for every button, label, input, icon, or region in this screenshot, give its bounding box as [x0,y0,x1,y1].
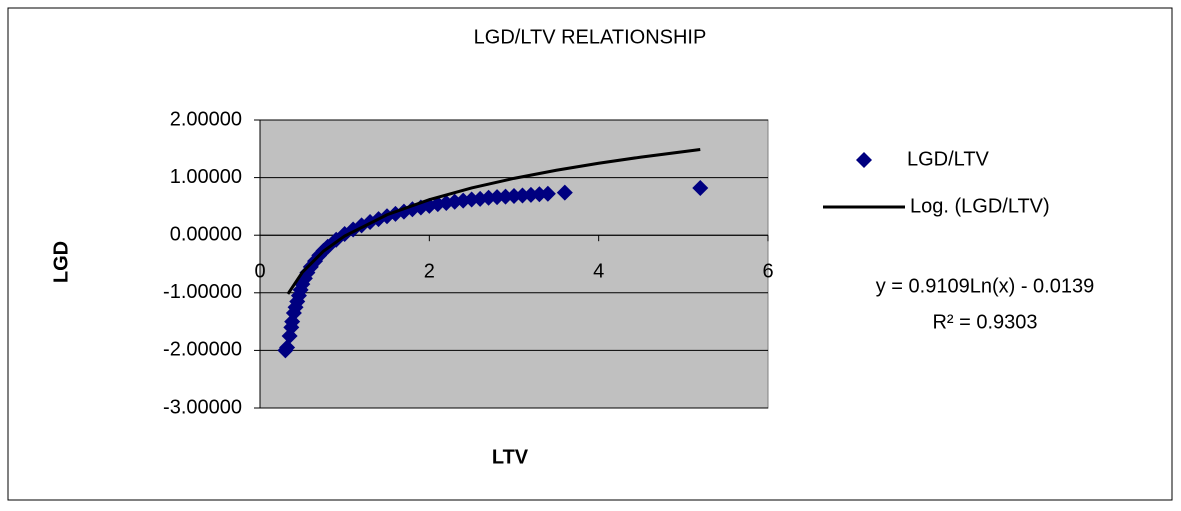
y-tick-label: 1.00000 [170,166,242,188]
y-tick-label: -3.00000 [163,396,242,418]
legend-marker [856,152,872,168]
x-tick-label: 0 [254,260,265,282]
scatter-point [539,185,556,202]
x-tick-label: 6 [762,260,773,282]
x-tick-label: 4 [593,260,604,282]
y-axis-label: LGD [50,241,72,283]
y-tick-label: 0.00000 [170,223,242,245]
plot-area [259,119,769,409]
x-axis-label: LTV [492,446,529,468]
chart-title: LGD/LTV RELATIONSHIP [474,26,707,48]
trend-equation: y = 0.9109Ln(x) - 0.0139 [876,275,1094,297]
scatter-point [556,184,573,201]
trend-line [286,148,701,295]
r-squared: R² = 0.9303 [932,311,1037,333]
legend-label: Log. (LGD/LTV) [910,195,1050,217]
scatter-point [692,179,709,196]
x-tick-label: 2 [424,260,435,282]
legend-label: LGD/LTV [907,148,990,170]
y-tick-label: -2.00000 [163,339,242,361]
y-tick-label: -1.00000 [163,281,242,303]
scatter-point [279,339,296,356]
y-tick-label: 2.00000 [170,108,242,130]
